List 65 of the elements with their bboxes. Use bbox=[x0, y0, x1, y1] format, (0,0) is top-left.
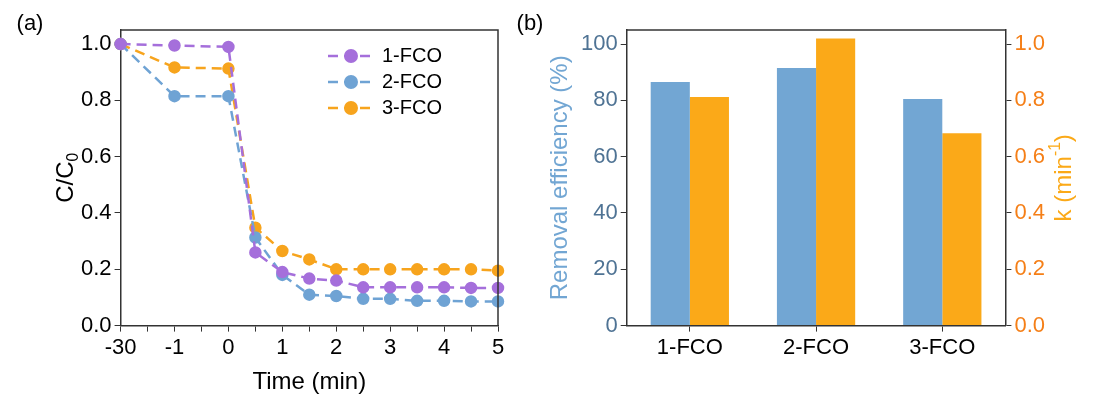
x-tick-label: 2 bbox=[330, 333, 343, 359]
legend-label: 3-FCO bbox=[382, 95, 442, 118]
y-tick-label: 0.8 bbox=[80, 86, 112, 112]
point bbox=[437, 263, 451, 276]
point bbox=[383, 292, 397, 306]
point bbox=[410, 294, 424, 308]
y-tick-label: 0.6 bbox=[80, 142, 112, 168]
y2-tick-label: 0.8 bbox=[1014, 86, 1046, 112]
point bbox=[222, 89, 235, 103]
x-tick-label: 3 bbox=[384, 333, 397, 359]
x-tick-label: 5 bbox=[491, 333, 505, 359]
y2-tick-label: 0.0 bbox=[1014, 311, 1046, 337]
point bbox=[249, 246, 262, 259]
legend-label: 1-FCO bbox=[382, 43, 442, 66]
point bbox=[437, 294, 451, 308]
legend-label: 2-FCO bbox=[382, 69, 442, 92]
x-tick-label: 2-FCO bbox=[783, 333, 850, 359]
point bbox=[330, 289, 343, 303]
x-axis-title: Time (min) bbox=[252, 366, 367, 394]
y-tick-label: 0 bbox=[605, 311, 618, 337]
y-tick-label: 40 bbox=[593, 199, 618, 225]
point bbox=[249, 231, 262, 244]
point bbox=[383, 263, 397, 276]
point bbox=[222, 40, 235, 54]
point bbox=[168, 61, 181, 74]
point bbox=[168, 89, 181, 103]
y2-tick-label: 0.6 bbox=[1014, 142, 1046, 168]
point bbox=[303, 272, 316, 285]
point bbox=[303, 253, 316, 266]
point bbox=[410, 263, 424, 276]
y2-tick-label: 0.2 bbox=[1014, 255, 1046, 281]
point bbox=[330, 263, 343, 276]
point bbox=[464, 263, 478, 276]
text: (a) bbox=[16, 10, 44, 36]
x-tick-label: 1 bbox=[276, 333, 289, 359]
point bbox=[356, 263, 370, 276]
y2-tick-label: 1.0 bbox=[1014, 30, 1046, 56]
point bbox=[330, 274, 343, 287]
point bbox=[410, 281, 424, 294]
y-tick-label: 60 bbox=[593, 142, 618, 168]
point bbox=[276, 244, 289, 258]
x-tick-label: 3-FCO bbox=[909, 333, 976, 359]
point bbox=[356, 281, 370, 294]
x-tick-label: -1 bbox=[164, 333, 185, 359]
y2-axis-title: k (min-1) bbox=[1045, 134, 1076, 222]
point bbox=[464, 295, 478, 308]
x-tick-label: 0 bbox=[222, 333, 235, 359]
y-axis-title: C/C0 bbox=[50, 152, 81, 203]
point bbox=[168, 39, 181, 52]
y-tick-label: 100 bbox=[580, 30, 618, 56]
point bbox=[437, 281, 451, 294]
point bbox=[464, 281, 478, 295]
x-tick-label: 4 bbox=[437, 333, 451, 359]
point bbox=[356, 292, 370, 306]
y-tick-label: 80 bbox=[593, 86, 618, 112]
y-tick-label: 0.4 bbox=[80, 199, 112, 225]
y-tick-label: 20 bbox=[593, 255, 618, 281]
point bbox=[303, 288, 316, 301]
y-tick-label: 0.2 bbox=[80, 255, 112, 281]
y2-tick-label: 0.4 bbox=[1014, 199, 1046, 225]
y-tick-label: 1.0 bbox=[80, 30, 112, 56]
x-tick-label: 1-FCO bbox=[656, 333, 723, 359]
point bbox=[383, 281, 397, 294]
text: (b) bbox=[516, 10, 544, 36]
y-axis-title: Removal efficiency (%) bbox=[544, 55, 572, 301]
